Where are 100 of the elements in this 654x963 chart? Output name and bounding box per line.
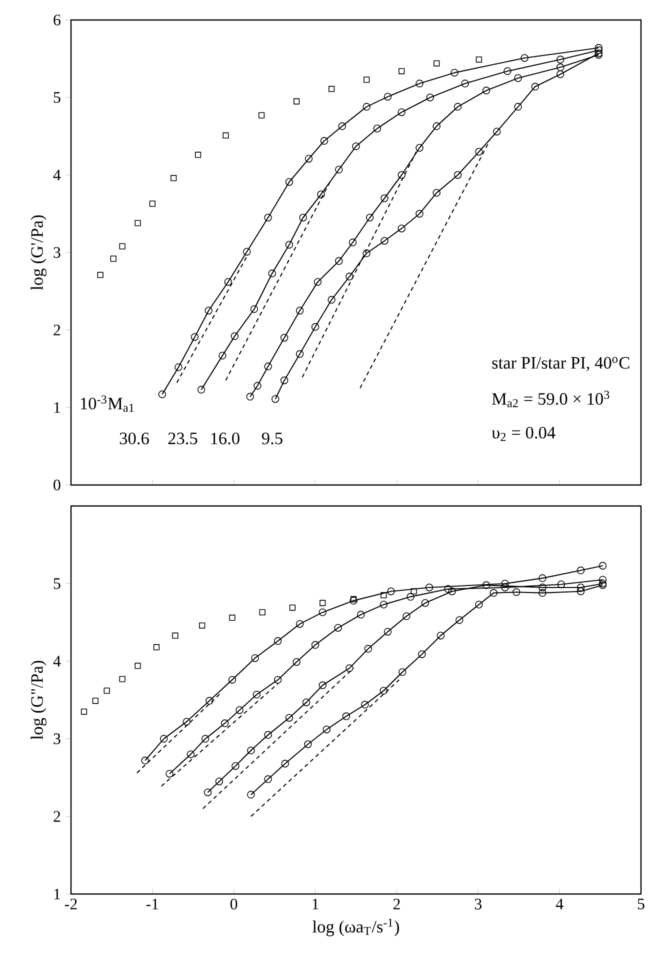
x-tick-label: 0 (230, 898, 238, 910)
point (432, 188, 440, 197)
point (304, 154, 313, 163)
point (292, 658, 300, 666)
x-tick-label: -1 (146, 898, 158, 910)
point (289, 604, 296, 611)
point (318, 608, 326, 616)
point (229, 614, 236, 621)
point (299, 214, 307, 222)
point (380, 194, 388, 202)
point (380, 686, 388, 695)
y-tick-label: 4 (53, 656, 61, 666)
point (328, 296, 336, 304)
point (350, 596, 358, 605)
point (158, 390, 166, 398)
point (594, 44, 603, 52)
point (259, 609, 266, 616)
y-tick-label: 3 (54, 247, 60, 258)
point (346, 664, 354, 672)
point (501, 584, 509, 592)
point (172, 632, 178, 639)
point (296, 350, 304, 358)
point (285, 178, 294, 186)
point (268, 270, 276, 278)
point (206, 696, 214, 705)
point (556, 56, 564, 64)
point (264, 775, 272, 784)
point (454, 102, 462, 111)
point (247, 746, 255, 754)
point (361, 700, 369, 709)
point (311, 641, 320, 649)
point (398, 224, 406, 232)
point (364, 76, 370, 83)
point (454, 171, 462, 179)
point (174, 363, 182, 372)
point (320, 137, 328, 145)
annotation: 10$^{-3}$M$_{a1}$ (80, 395, 134, 412)
x-tick-label: 4 (556, 898, 564, 910)
point (514, 102, 522, 111)
point (598, 576, 607, 584)
y-tick-label: 5 (54, 578, 60, 589)
point (153, 644, 160, 650)
point (258, 112, 265, 118)
point (410, 588, 417, 594)
y-tick-label: 2 (54, 811, 60, 822)
point (398, 108, 406, 116)
point (320, 600, 326, 606)
point (362, 102, 370, 111)
point (243, 248, 251, 256)
point (296, 620, 304, 628)
point (190, 333, 199, 341)
point (170, 175, 177, 182)
point (398, 68, 405, 74)
point (215, 778, 224, 786)
point (182, 718, 190, 726)
point (504, 67, 512, 76)
point (346, 272, 354, 280)
annotation: 30.6 (120, 432, 149, 444)
point (456, 616, 464, 624)
point (218, 352, 226, 360)
point (387, 587, 395, 596)
point (512, 588, 520, 596)
point (296, 306, 304, 314)
y-axis-title: log (G'/Pa) (30, 215, 46, 290)
point (328, 86, 335, 92)
point (598, 581, 607, 590)
point (221, 719, 229, 728)
point (110, 256, 116, 262)
point (594, 46, 603, 54)
annotation: υ$_{2}$ = 0.04 (492, 426, 556, 441)
x-tick-label: 5 (638, 898, 644, 910)
point (556, 63, 564, 72)
y-axis-title: log (G"/Pa) (30, 660, 46, 740)
point (520, 54, 528, 62)
point (380, 237, 388, 245)
y-tick-label: 0 (54, 480, 60, 490)
point (416, 210, 424, 218)
point (304, 740, 312, 748)
point (426, 94, 434, 102)
point (432, 122, 440, 130)
point (490, 589, 498, 597)
point (436, 632, 445, 640)
point (475, 148, 483, 156)
point (222, 132, 229, 139)
point (461, 80, 469, 88)
point (274, 637, 282, 645)
point (134, 662, 141, 669)
annotation: star PI/star PI, 40$^{o}$C (492, 357, 630, 372)
point (384, 92, 392, 101)
point (514, 74, 522, 82)
point (119, 243, 126, 250)
y-tick-label: 5 (54, 92, 60, 103)
point (362, 249, 370, 258)
point (538, 584, 546, 592)
x-tick-label: 2 (393, 898, 400, 910)
point (199, 622, 206, 629)
point (322, 726, 331, 734)
point (416, 80, 424, 88)
point (204, 306, 212, 314)
point (598, 580, 607, 588)
